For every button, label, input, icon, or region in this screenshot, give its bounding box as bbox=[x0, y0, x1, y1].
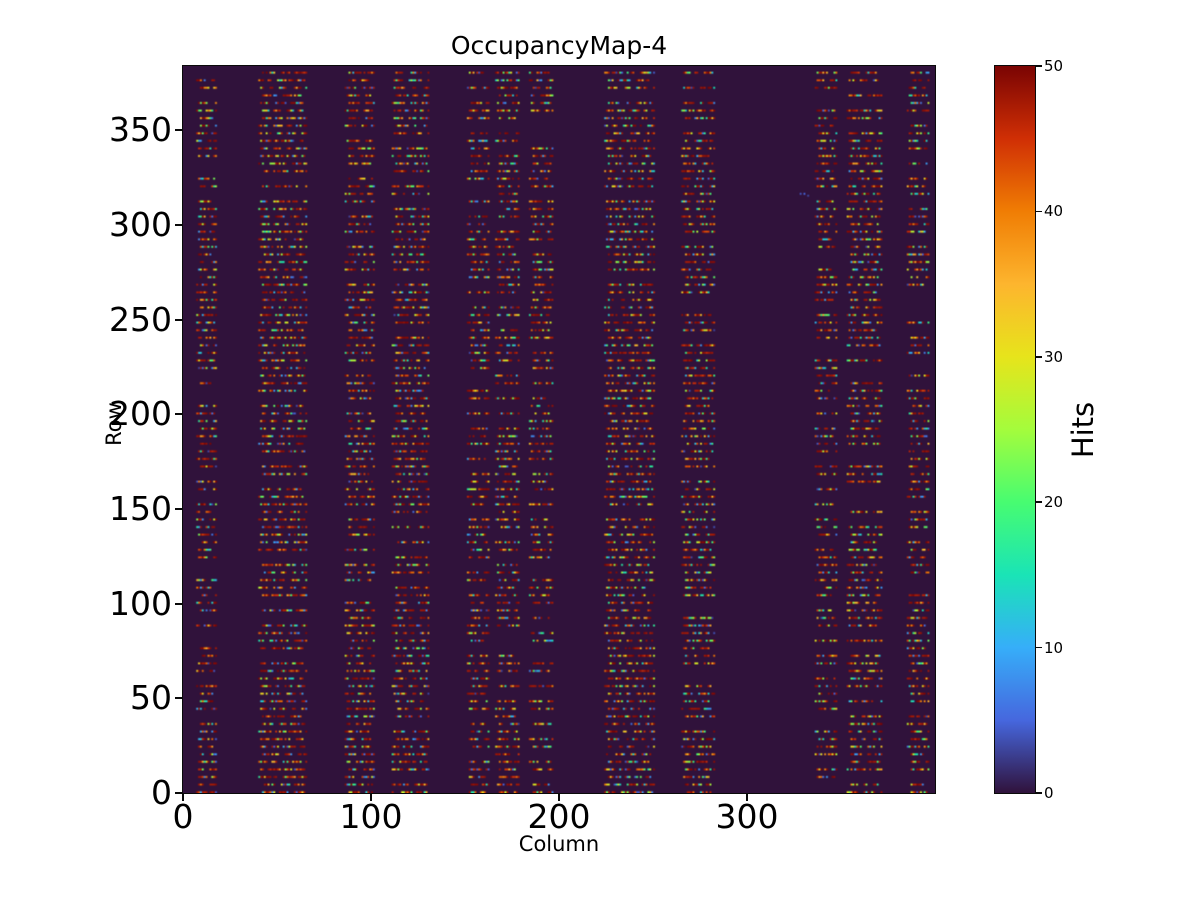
colorbar-tick-mark bbox=[1036, 65, 1042, 67]
y-tick-mark bbox=[175, 129, 182, 132]
y-tick-mark bbox=[175, 224, 182, 227]
chart-title: OccupancyMap-4 bbox=[450, 31, 668, 60]
y-tick-mark bbox=[175, 697, 182, 700]
y-tick-label: 200 bbox=[109, 394, 172, 434]
colorbar-tick-label: 30 bbox=[1044, 347, 1064, 366]
y-tick-label: 350 bbox=[109, 110, 172, 150]
x-tick-label: 200 bbox=[527, 797, 591, 836]
colorbar-tick-label: 40 bbox=[1044, 202, 1064, 221]
colorbar-tick-mark bbox=[1036, 646, 1042, 649]
colorbar-tick-label: 20 bbox=[1044, 493, 1064, 512]
colorbar-tick-mark bbox=[1036, 501, 1042, 503]
colorbar-label: Hits bbox=[1066, 401, 1100, 459]
y-tick-mark bbox=[175, 792, 182, 794]
heatmap-canvas bbox=[183, 66, 935, 793]
colorbar-tick-label: 10 bbox=[1044, 638, 1064, 657]
x-tick-mark bbox=[370, 794, 372, 801]
x-tick-mark bbox=[746, 794, 748, 801]
colorbar-tick-mark bbox=[1036, 356, 1042, 358]
colorbar-tick-mark bbox=[1036, 792, 1042, 794]
y-tick-label: 300 bbox=[109, 205, 172, 245]
y-tick-mark bbox=[175, 413, 182, 416]
y-tick-mark bbox=[175, 318, 182, 321]
colorbar-tick-mark bbox=[1036, 210, 1042, 213]
x-tick-label: 0 bbox=[172, 797, 194, 836]
y-tick-label: 100 bbox=[109, 583, 172, 623]
x-tick-mark bbox=[558, 794, 560, 801]
y-tick-label: 150 bbox=[109, 489, 172, 529]
y-tick-label: 50 bbox=[130, 678, 172, 718]
colorbar-tick-label: 50 bbox=[1044, 57, 1064, 75]
y-tick-label: 250 bbox=[109, 299, 172, 339]
x-tick-label: 300 bbox=[715, 797, 779, 836]
colorbar-tick-label: 0 bbox=[1044, 784, 1054, 802]
y-tick-mark bbox=[175, 508, 182, 511]
x-tick-mark bbox=[182, 794, 184, 801]
y-tick-label: 0 bbox=[151, 773, 172, 812]
heatmap-plot-area bbox=[182, 65, 936, 794]
y-axis-label: Row bbox=[102, 402, 126, 446]
colorbar bbox=[994, 65, 1036, 794]
x-axis-label: Column bbox=[518, 832, 600, 856]
x-tick-label: 100 bbox=[339, 797, 403, 836]
y-tick-mark bbox=[175, 602, 182, 605]
